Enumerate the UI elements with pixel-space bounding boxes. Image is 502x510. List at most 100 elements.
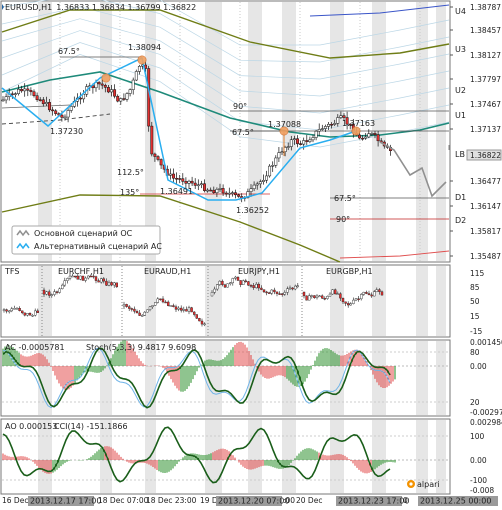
candle-up[interactable] <box>320 128 324 130</box>
candle-up[interactable] <box>206 189 210 192</box>
tfs-candle[interactable] <box>370 294 373 297</box>
tfs-candle[interactable] <box>336 293 339 295</box>
candle-up[interactable] <box>271 165 275 167</box>
tfs-candle[interactable] <box>281 293 284 295</box>
tfs-candle[interactable] <box>328 293 332 297</box>
tfs-candle[interactable] <box>265 291 268 294</box>
candle-up[interactable] <box>230 192 234 194</box>
tfs-candle[interactable] <box>321 295 324 299</box>
tfs-candle[interactable] <box>66 278 69 281</box>
tfs-candle[interactable] <box>357 298 360 300</box>
tfs-candle[interactable] <box>31 315 34 317</box>
tfs-candle[interactable] <box>153 302 157 306</box>
tfs-candle[interactable] <box>99 278 103 283</box>
candle-down[interactable] <box>29 90 33 93</box>
candle-down[interactable] <box>91 85 95 89</box>
tfs-candle[interactable] <box>42 289 46 295</box>
tfs-candle[interactable] <box>262 289 266 293</box>
tfs-candle[interactable] <box>76 275 80 280</box>
tfs-candle[interactable] <box>200 320 204 325</box>
candle-up[interactable] <box>82 93 86 100</box>
tfs-candle[interactable] <box>53 291 56 295</box>
tfs-candle[interactable] <box>2 309 6 311</box>
tfs-candle[interactable] <box>89 275 93 278</box>
tfs-candle[interactable] <box>215 284 219 290</box>
tfs-candle[interactable] <box>373 291 376 297</box>
tfs-candle[interactable] <box>344 301 347 304</box>
candle-down[interactable] <box>175 177 179 180</box>
candle-up[interactable] <box>255 183 259 186</box>
candle-down[interactable] <box>97 82 101 85</box>
tfs-candle[interactable] <box>302 291 306 297</box>
tfs-candle[interactable] <box>239 280 242 285</box>
tfs-candle[interactable] <box>102 278 106 282</box>
candle-up[interactable] <box>333 123 337 125</box>
tfs-candle[interactable] <box>203 323 206 326</box>
candle-up[interactable] <box>370 133 374 135</box>
tfs-candle[interactable] <box>367 293 371 296</box>
tfs-candle[interactable] <box>143 311 147 316</box>
tfs-candle[interactable] <box>148 306 152 311</box>
candle-down[interactable] <box>203 183 206 191</box>
candle-down[interactable] <box>153 153 157 157</box>
candle-down[interactable] <box>184 181 188 184</box>
candle-up[interactable] <box>268 165 272 177</box>
tfs-candle[interactable] <box>244 280 248 283</box>
tfs-candle[interactable] <box>94 276 98 281</box>
candle-down[interactable] <box>113 89 117 97</box>
tfs-candle[interactable] <box>71 275 74 278</box>
tfs-candle[interactable] <box>92 275 95 278</box>
candle-down[interactable] <box>156 156 160 160</box>
candle-up[interactable] <box>314 130 318 138</box>
candle-up[interactable] <box>4 96 8 101</box>
tfs-candle[interactable] <box>18 308 21 312</box>
candle-down[interactable] <box>54 110 58 114</box>
candle-down[interactable] <box>373 133 377 135</box>
candle-up[interactable] <box>69 106 73 111</box>
tfs-candle[interactable] <box>34 310 37 316</box>
tfs-candle[interactable] <box>231 278 235 284</box>
candle-down[interactable] <box>51 109 55 112</box>
tfs-candle[interactable] <box>241 280 245 285</box>
candle-down[interactable] <box>348 123 352 126</box>
tfs-candle[interactable] <box>156 298 160 303</box>
candle-up[interactable] <box>44 102 48 105</box>
tfs-candle[interactable] <box>45 291 48 295</box>
candle-up[interactable] <box>215 189 219 194</box>
tfs-candle[interactable] <box>310 295 313 297</box>
candle-up[interactable] <box>1 99 5 102</box>
pivot-marker[interactable] <box>101 73 111 83</box>
candle-up[interactable] <box>311 137 315 141</box>
candle-up[interactable] <box>280 151 284 153</box>
tfs-candle[interactable] <box>236 276 240 281</box>
candle-up[interactable] <box>336 117 340 124</box>
tfs-candle[interactable] <box>378 289 381 292</box>
tfs-candle[interactable] <box>172 305 175 307</box>
tfs-candle[interactable] <box>130 308 134 310</box>
tfs-candle[interactable] <box>221 280 224 285</box>
candle-up[interactable] <box>66 110 70 118</box>
candle-up[interactable] <box>125 93 129 100</box>
candle-down[interactable] <box>35 95 39 100</box>
tfs-candle[interactable] <box>192 311 196 315</box>
tfs-candle[interactable] <box>164 301 167 304</box>
tfs-candle[interactable] <box>151 305 154 308</box>
candle-down[interactable] <box>237 194 241 197</box>
tfs-candle[interactable] <box>107 282 111 286</box>
tfs-candle[interactable] <box>365 291 368 294</box>
candle-down[interactable] <box>10 93 14 96</box>
tfs-candle[interactable] <box>210 292 214 297</box>
tfs-candle[interactable] <box>110 282 113 286</box>
candle-up[interactable] <box>196 184 200 187</box>
candle-up[interactable] <box>274 157 278 166</box>
ac-stoch-panel[interactable] <box>2 340 449 409</box>
tfs-candle[interactable] <box>36 310 39 313</box>
candle-up[interactable] <box>327 124 330 127</box>
tfs-candle[interactable] <box>161 298 165 303</box>
candle-up[interactable] <box>199 183 203 186</box>
candle-up[interactable] <box>286 146 290 148</box>
tfs-candle[interactable] <box>133 308 136 312</box>
candle-down[interactable] <box>103 84 107 88</box>
tfs-candle[interactable] <box>270 289 273 294</box>
candle-up[interactable] <box>137 66 141 72</box>
